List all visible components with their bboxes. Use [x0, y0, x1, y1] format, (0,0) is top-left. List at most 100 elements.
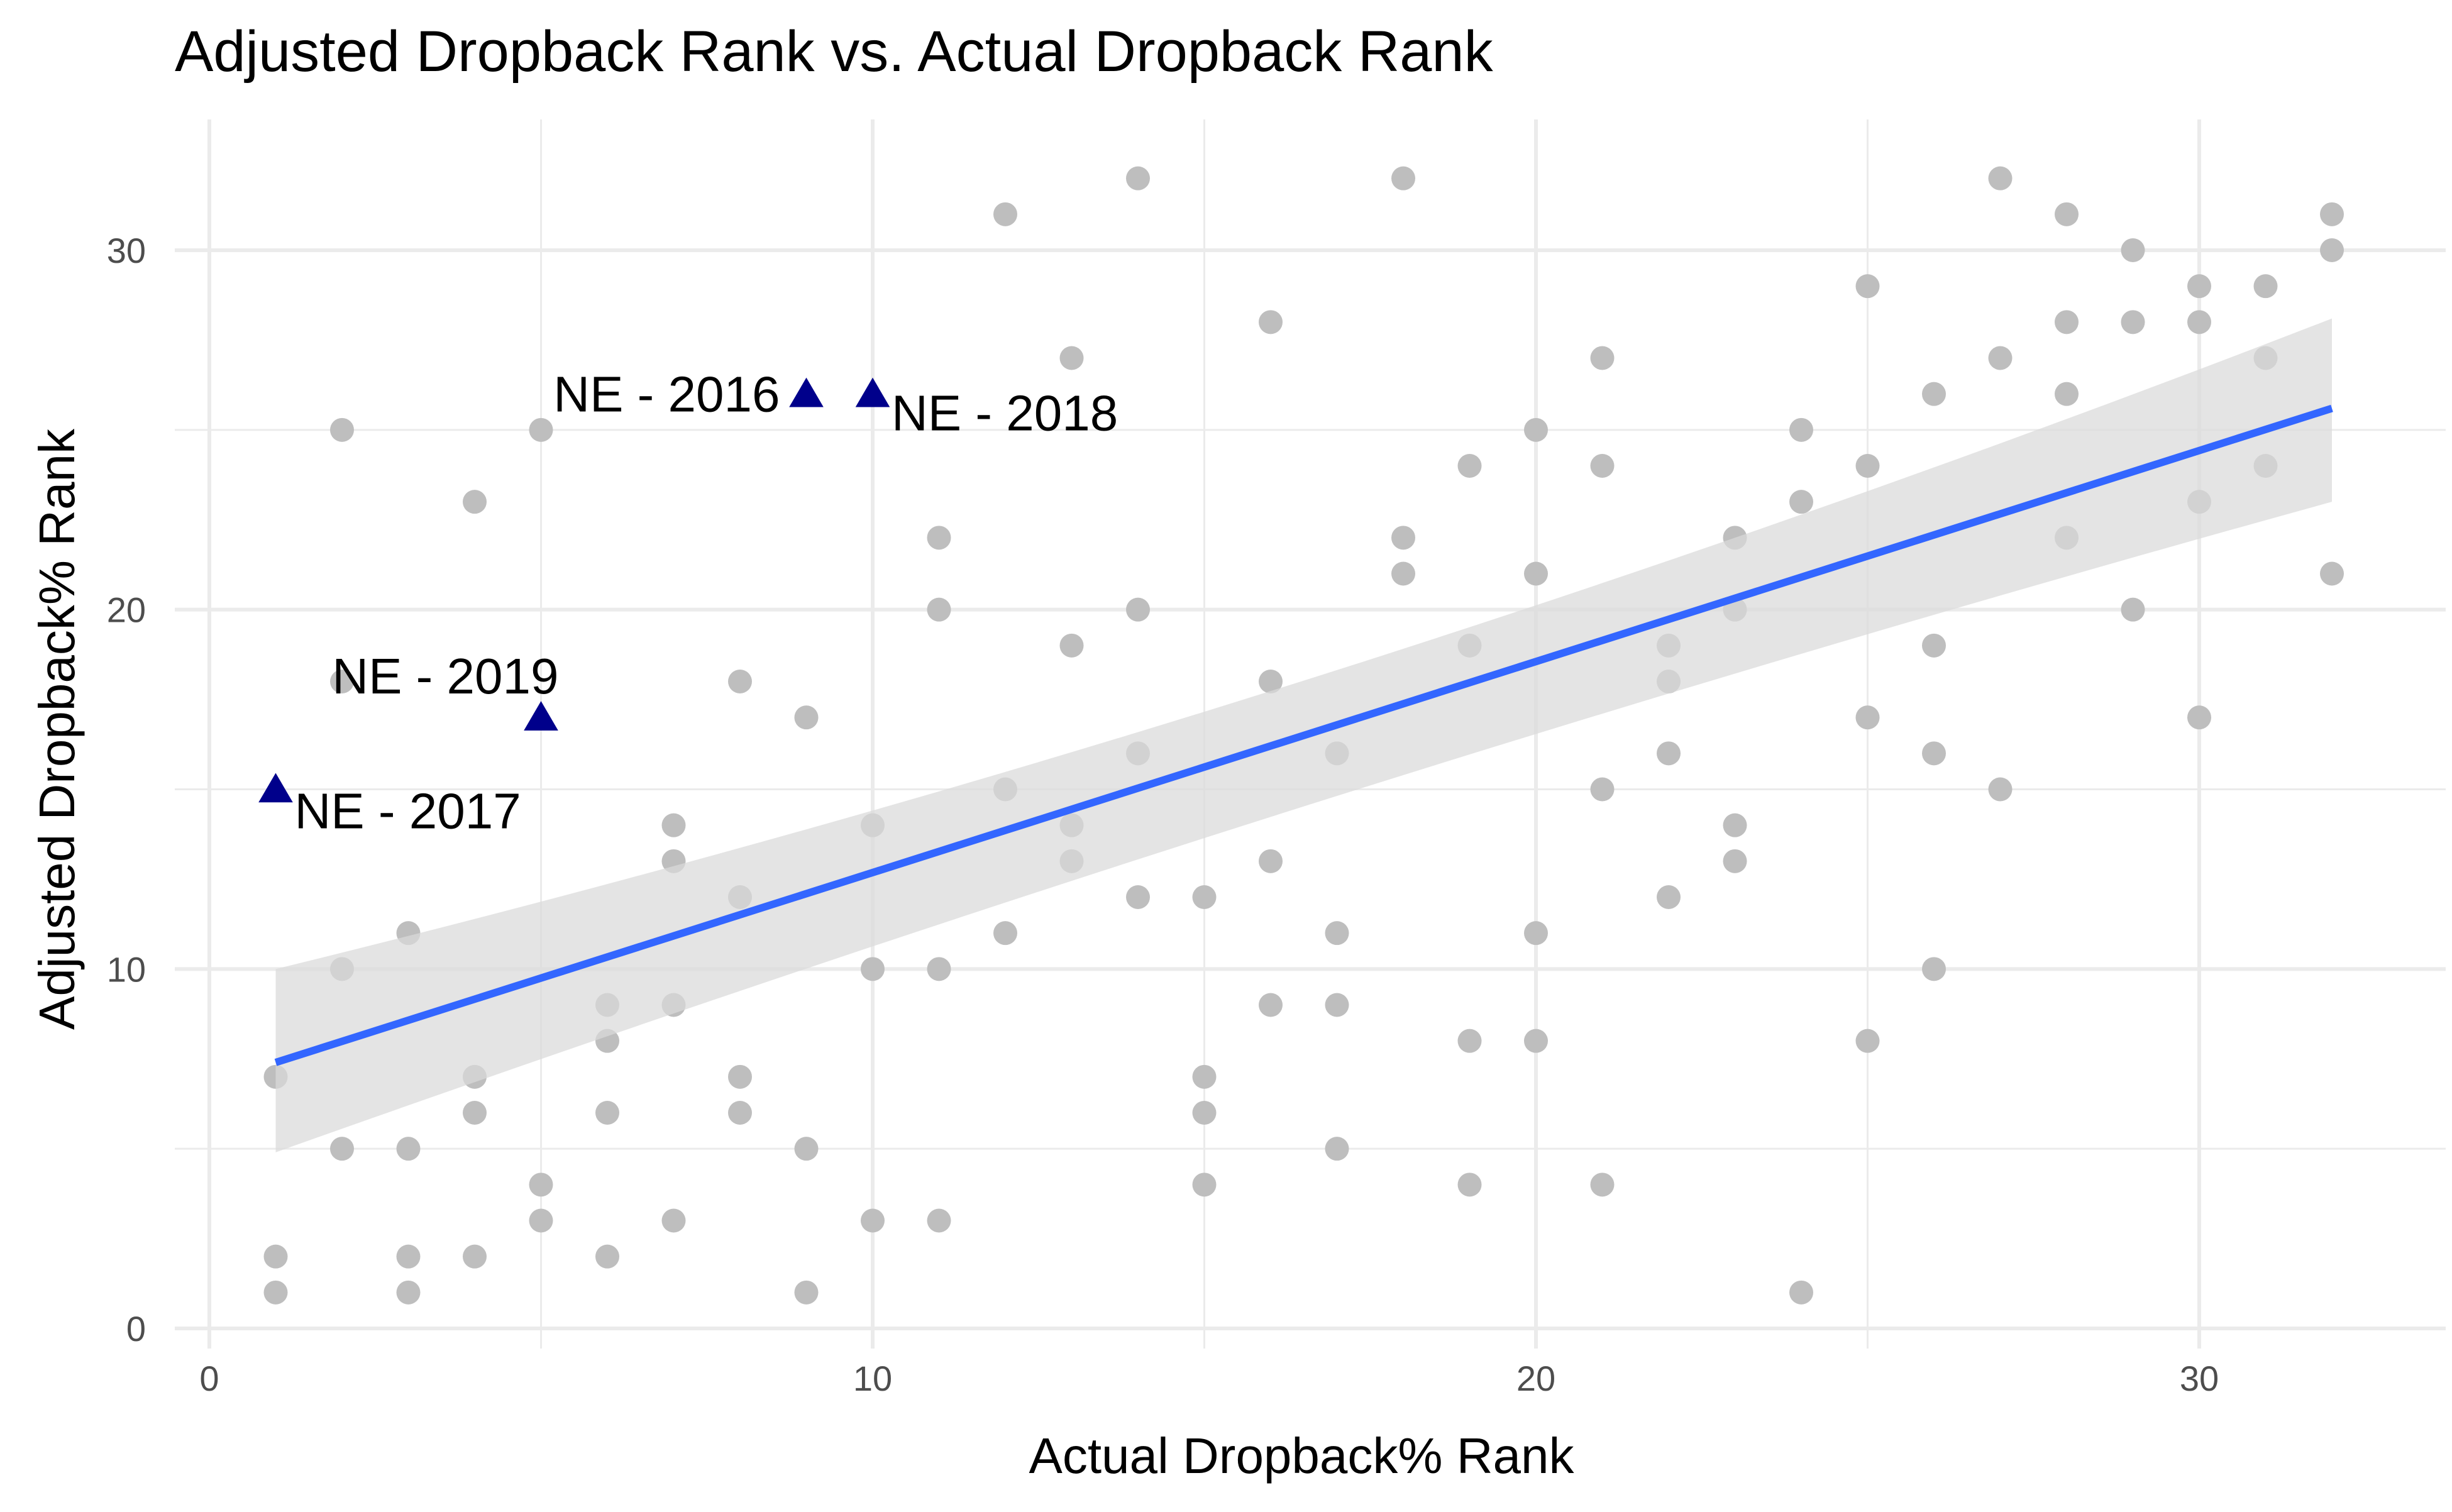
- data-point: [2320, 561, 2344, 586]
- data-point: [2320, 238, 2344, 262]
- data-point: [330, 670, 354, 693]
- data-point: [1325, 921, 1349, 946]
- data-point: [1590, 346, 1615, 370]
- data-point: [1723, 813, 1747, 837]
- data-point: [1259, 670, 1283, 693]
- data-point: [1192, 885, 1217, 909]
- data-point: [1524, 561, 1548, 586]
- data-point: [1988, 346, 2013, 370]
- data-point: [2055, 202, 2079, 226]
- data-point: [661, 1208, 686, 1233]
- data-point: [2187, 310, 2211, 334]
- data-point: [794, 705, 819, 730]
- data-point: [728, 1101, 752, 1125]
- data-point: [1259, 310, 1283, 334]
- data-point: [1922, 633, 1946, 658]
- point-label: NE - 2017: [295, 783, 521, 839]
- highlight-point: [258, 773, 293, 803]
- data-point: [1457, 454, 1482, 478]
- data-point: [2121, 310, 2145, 334]
- data-point: [1524, 417, 1548, 442]
- x-tick-label: 10: [853, 1359, 892, 1398]
- data-point: [1192, 1064, 1217, 1089]
- data-point: [728, 1064, 752, 1089]
- data-point: [1988, 166, 2013, 190]
- data-point: [1059, 633, 1084, 658]
- data-point: [463, 1244, 487, 1269]
- data-point: [595, 1244, 619, 1269]
- y-tick-label: 20: [107, 590, 146, 630]
- y-tick-label: 30: [107, 231, 146, 270]
- data-point: [330, 417, 354, 442]
- data-point: [661, 813, 686, 837]
- x-axis-title: Actual Dropback% Rank: [1029, 1428, 1574, 1484]
- y-tick-label: 0: [126, 1309, 146, 1349]
- data-point: [2121, 597, 2145, 622]
- data-point: [595, 1101, 619, 1125]
- data-point: [927, 1208, 951, 1233]
- data-point: [396, 1280, 421, 1305]
- data-point: [1059, 346, 1084, 370]
- data-point: [1126, 885, 1150, 909]
- data-point: [1192, 1173, 1217, 1197]
- point-label: NE - 2019: [332, 648, 558, 704]
- data-point: [263, 1244, 288, 1269]
- data-point: [2055, 382, 2079, 406]
- data-point: [1855, 705, 1880, 730]
- data-point: [1657, 741, 1681, 766]
- x-tick-label: 30: [2180, 1359, 2219, 1398]
- point-label: NE - 2018: [892, 385, 1118, 441]
- data-point: [927, 526, 951, 550]
- data-point: [529, 1173, 553, 1197]
- data-point: [1524, 1029, 1548, 1053]
- data-point: [1391, 166, 1415, 190]
- data-point: [2055, 310, 2079, 334]
- data-point: [861, 1208, 885, 1233]
- data-point: [993, 202, 1017, 226]
- data-point: [396, 1137, 421, 1161]
- data-point: [927, 957, 951, 981]
- data-point: [463, 1101, 487, 1125]
- data-point: [1325, 993, 1349, 1017]
- data-point: [529, 417, 553, 442]
- data-point: [1922, 957, 1946, 981]
- data-point: [2187, 274, 2211, 299]
- data-point: [1126, 597, 1150, 622]
- data-point: [1325, 1137, 1349, 1161]
- data-point: [728, 670, 752, 693]
- data-point: [1457, 1173, 1482, 1197]
- data-point: [2253, 274, 2278, 299]
- data-point: [1988, 777, 2013, 802]
- data-point: [1259, 849, 1283, 873]
- data-point: [993, 921, 1017, 946]
- data-point: [396, 1244, 421, 1269]
- data-point: [1457, 1029, 1482, 1053]
- point-label: NE - 2016: [553, 367, 780, 422]
- highlight-point: [789, 377, 824, 407]
- data-point: [1855, 1029, 1880, 1053]
- data-point: [1657, 885, 1681, 909]
- data-point: [1126, 166, 1150, 190]
- data-point: [1723, 849, 1747, 873]
- data-point: [1192, 1101, 1217, 1125]
- data-point: [1391, 526, 1415, 550]
- chart-title: Adjusted Dropback Rank vs. Actual Dropba…: [175, 19, 1493, 84]
- data-point: [2320, 202, 2344, 226]
- data-point: [1789, 1280, 1813, 1305]
- data-point: [1922, 382, 1946, 406]
- data-point: [330, 1137, 354, 1161]
- data-point: [794, 1137, 819, 1161]
- data-point: [1789, 417, 1813, 442]
- data-point: [1524, 921, 1548, 946]
- data-point: [2121, 238, 2145, 262]
- data-point: [927, 597, 951, 622]
- data-point: [1789, 490, 1813, 514]
- data-point: [1922, 741, 1946, 766]
- y-axis-title: Adjusted Dropback% Rank: [29, 428, 85, 1030]
- data-point: [1590, 777, 1615, 802]
- data-point: [861, 957, 885, 981]
- data-point: [1590, 454, 1615, 478]
- data-point: [463, 490, 487, 514]
